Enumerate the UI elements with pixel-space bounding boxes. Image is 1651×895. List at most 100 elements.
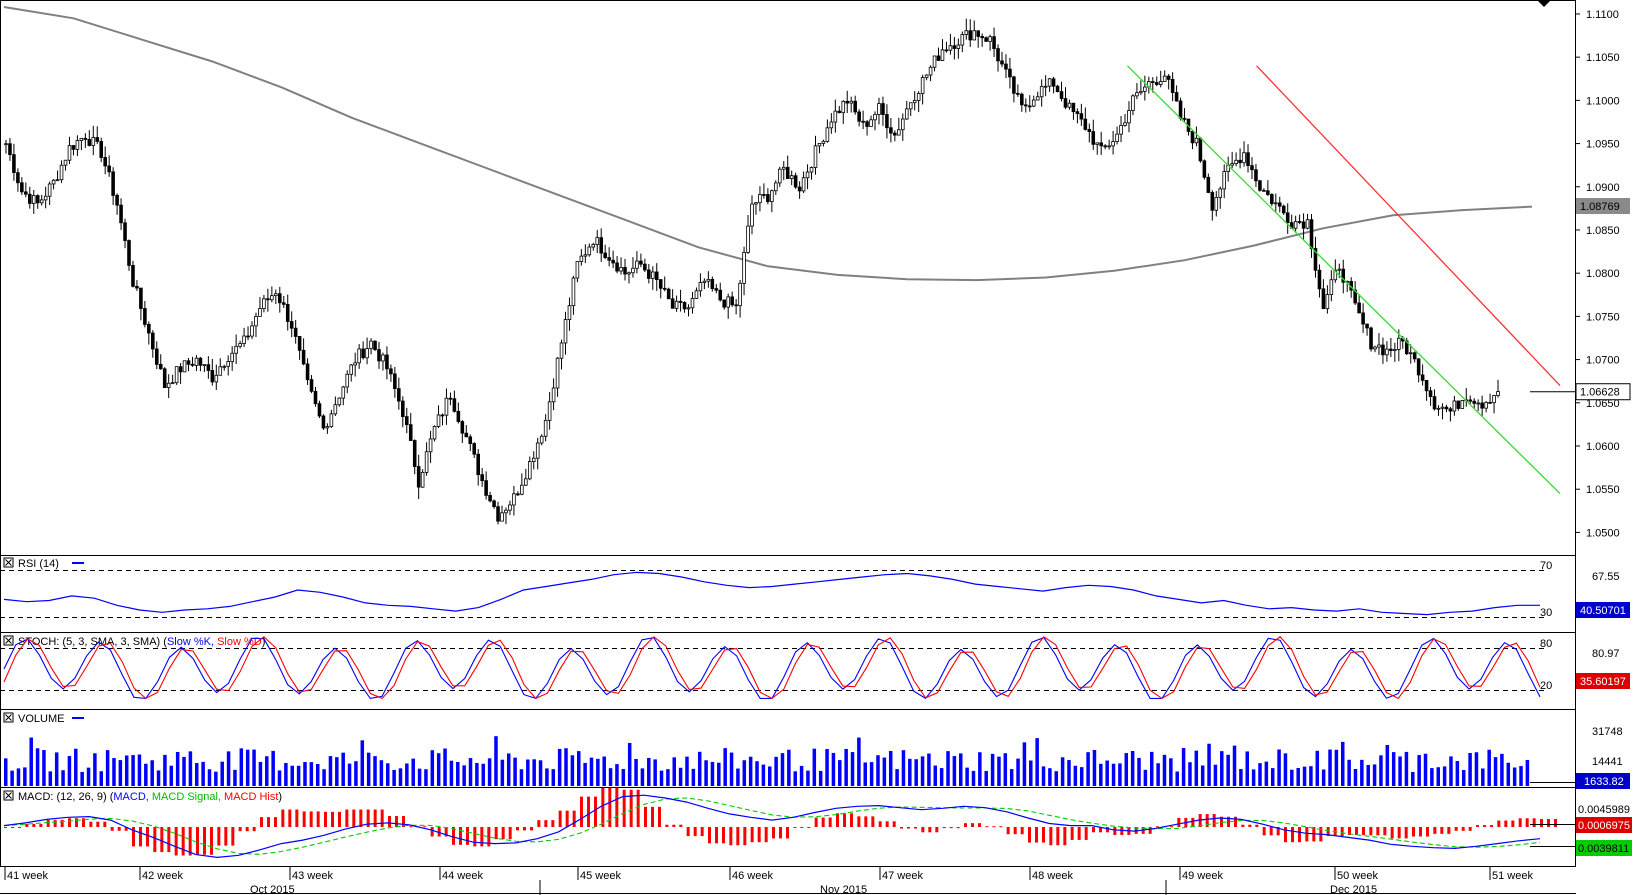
candle-body: [924, 74, 929, 78]
volume-bar: [271, 750, 275, 786]
macd-hist-bar: [1433, 827, 1437, 834]
macd-value-label: 0.0039811: [1578, 843, 1629, 855]
volume-bar: [1372, 764, 1377, 786]
candle-body: [147, 324, 151, 334]
candle-body: [1170, 79, 1175, 93]
candle-body: [357, 348, 361, 364]
volume-bar: [978, 752, 982, 786]
candle-body: [432, 426, 437, 440]
candle-body: [1063, 98, 1068, 108]
candle-body: [254, 316, 258, 327]
macd-hist-bar: [715, 827, 718, 844]
macd-hist-bar: [331, 811, 334, 827]
macd-hist-bar: [942, 827, 946, 829]
macd-hist-bar: [1148, 827, 1152, 834]
volume-bar: [284, 763, 288, 786]
volume-bar: [1385, 744, 1390, 786]
candle-body: [143, 308, 147, 325]
macd-hist-bar: [672, 824, 676, 827]
macd-hist-bar: [658, 806, 661, 827]
volume-bar: [634, 758, 638, 786]
volume-bar: [1232, 745, 1237, 786]
candle-body: [595, 237, 600, 245]
volume-bar: [195, 763, 199, 786]
rsi-level-30-label: 30: [1540, 607, 1552, 619]
candle-body: [341, 386, 346, 399]
volume-bar: [678, 767, 683, 786]
volume-bar: [1041, 766, 1046, 786]
candle-body: [539, 435, 544, 444]
macd-hist-bar: [878, 821, 882, 827]
volume-bar: [1366, 764, 1370, 786]
price-tick-label: 1.0500: [1586, 527, 1620, 539]
macd-hist-bar: [949, 827, 953, 829]
candle-body: [158, 363, 163, 370]
macd-hist-bar: [124, 827, 128, 831]
volume-bar: [723, 748, 727, 786]
candle-body: [829, 121, 834, 129]
macd-hist-bar: [1013, 827, 1017, 835]
volume-bar: [214, 771, 218, 786]
volume-bar: [1360, 759, 1364, 786]
candle-body: [547, 401, 552, 421]
volume-bar: [888, 751, 893, 786]
candle-body: [567, 305, 572, 320]
macd-hist-bar: [1419, 827, 1422, 837]
candle-body: [1166, 75, 1171, 80]
volume-bar: [806, 770, 810, 786]
candle-body: [325, 426, 330, 429]
volume-bar: [1302, 766, 1307, 786]
volume-bar: [761, 764, 766, 786]
candle-body: [1440, 406, 1445, 409]
macd-hist-bar: [1099, 827, 1102, 833]
candle-body: [1004, 63, 1008, 70]
candle-body: [59, 164, 64, 181]
volume-bar: [35, 748, 40, 786]
volume-bar: [137, 754, 142, 786]
macd-hist-bar: [1362, 827, 1365, 835]
macd-hist-bar: [1234, 816, 1237, 827]
volume-bar: [328, 756, 333, 786]
candle-body: [1448, 408, 1453, 412]
macd-hist-bar: [729, 827, 733, 846]
volume-bar: [500, 759, 505, 786]
volume-bar: [118, 760, 123, 786]
macd-hist-bar: [267, 817, 270, 827]
volume-bar: [252, 749, 256, 786]
week-label: 46 week: [732, 870, 773, 882]
collapse-arrow-icon[interactable]: [1537, 0, 1551, 7]
volume-bar: [1487, 749, 1491, 786]
macd-hist-bar: [587, 796, 590, 827]
macd-hist-bar: [1269, 827, 1273, 836]
candle-body: [456, 410, 461, 422]
volume-bar: [1270, 768, 1275, 786]
macd-hist-bar: [1063, 827, 1067, 846]
candle-body: [436, 414, 441, 427]
macd-hist-bar: [615, 787, 619, 827]
macd-hist-bar: [32, 823, 36, 827]
candle-body: [385, 354, 389, 370]
macd-hist-bar: [1525, 818, 1529, 827]
volume-bar: [1309, 766, 1313, 786]
candle-body: [361, 348, 365, 359]
volume-bar: [812, 748, 817, 786]
volume-bar: [67, 756, 72, 786]
macd-hist-bar: [1554, 819, 1557, 827]
macd-hist-bar: [359, 809, 363, 827]
candle-body: [639, 260, 643, 265]
volume-bar: [354, 761, 358, 786]
macd-hist-bar: [1092, 827, 1095, 833]
candle-body: [936, 55, 941, 61]
volume-bar: [653, 759, 657, 786]
candle-body: [750, 203, 754, 227]
macd-hist-bar: [1461, 827, 1465, 831]
candle-body: [801, 177, 806, 192]
candle-body: [1313, 248, 1318, 271]
candle-body: [1238, 159, 1242, 164]
candle-body: [726, 296, 730, 308]
candle-body: [186, 360, 191, 365]
candle-body: [984, 37, 988, 42]
volume-bar: [487, 758, 492, 786]
macd-panel: [0, 787, 1576, 867]
volume-bar: [1411, 771, 1415, 786]
